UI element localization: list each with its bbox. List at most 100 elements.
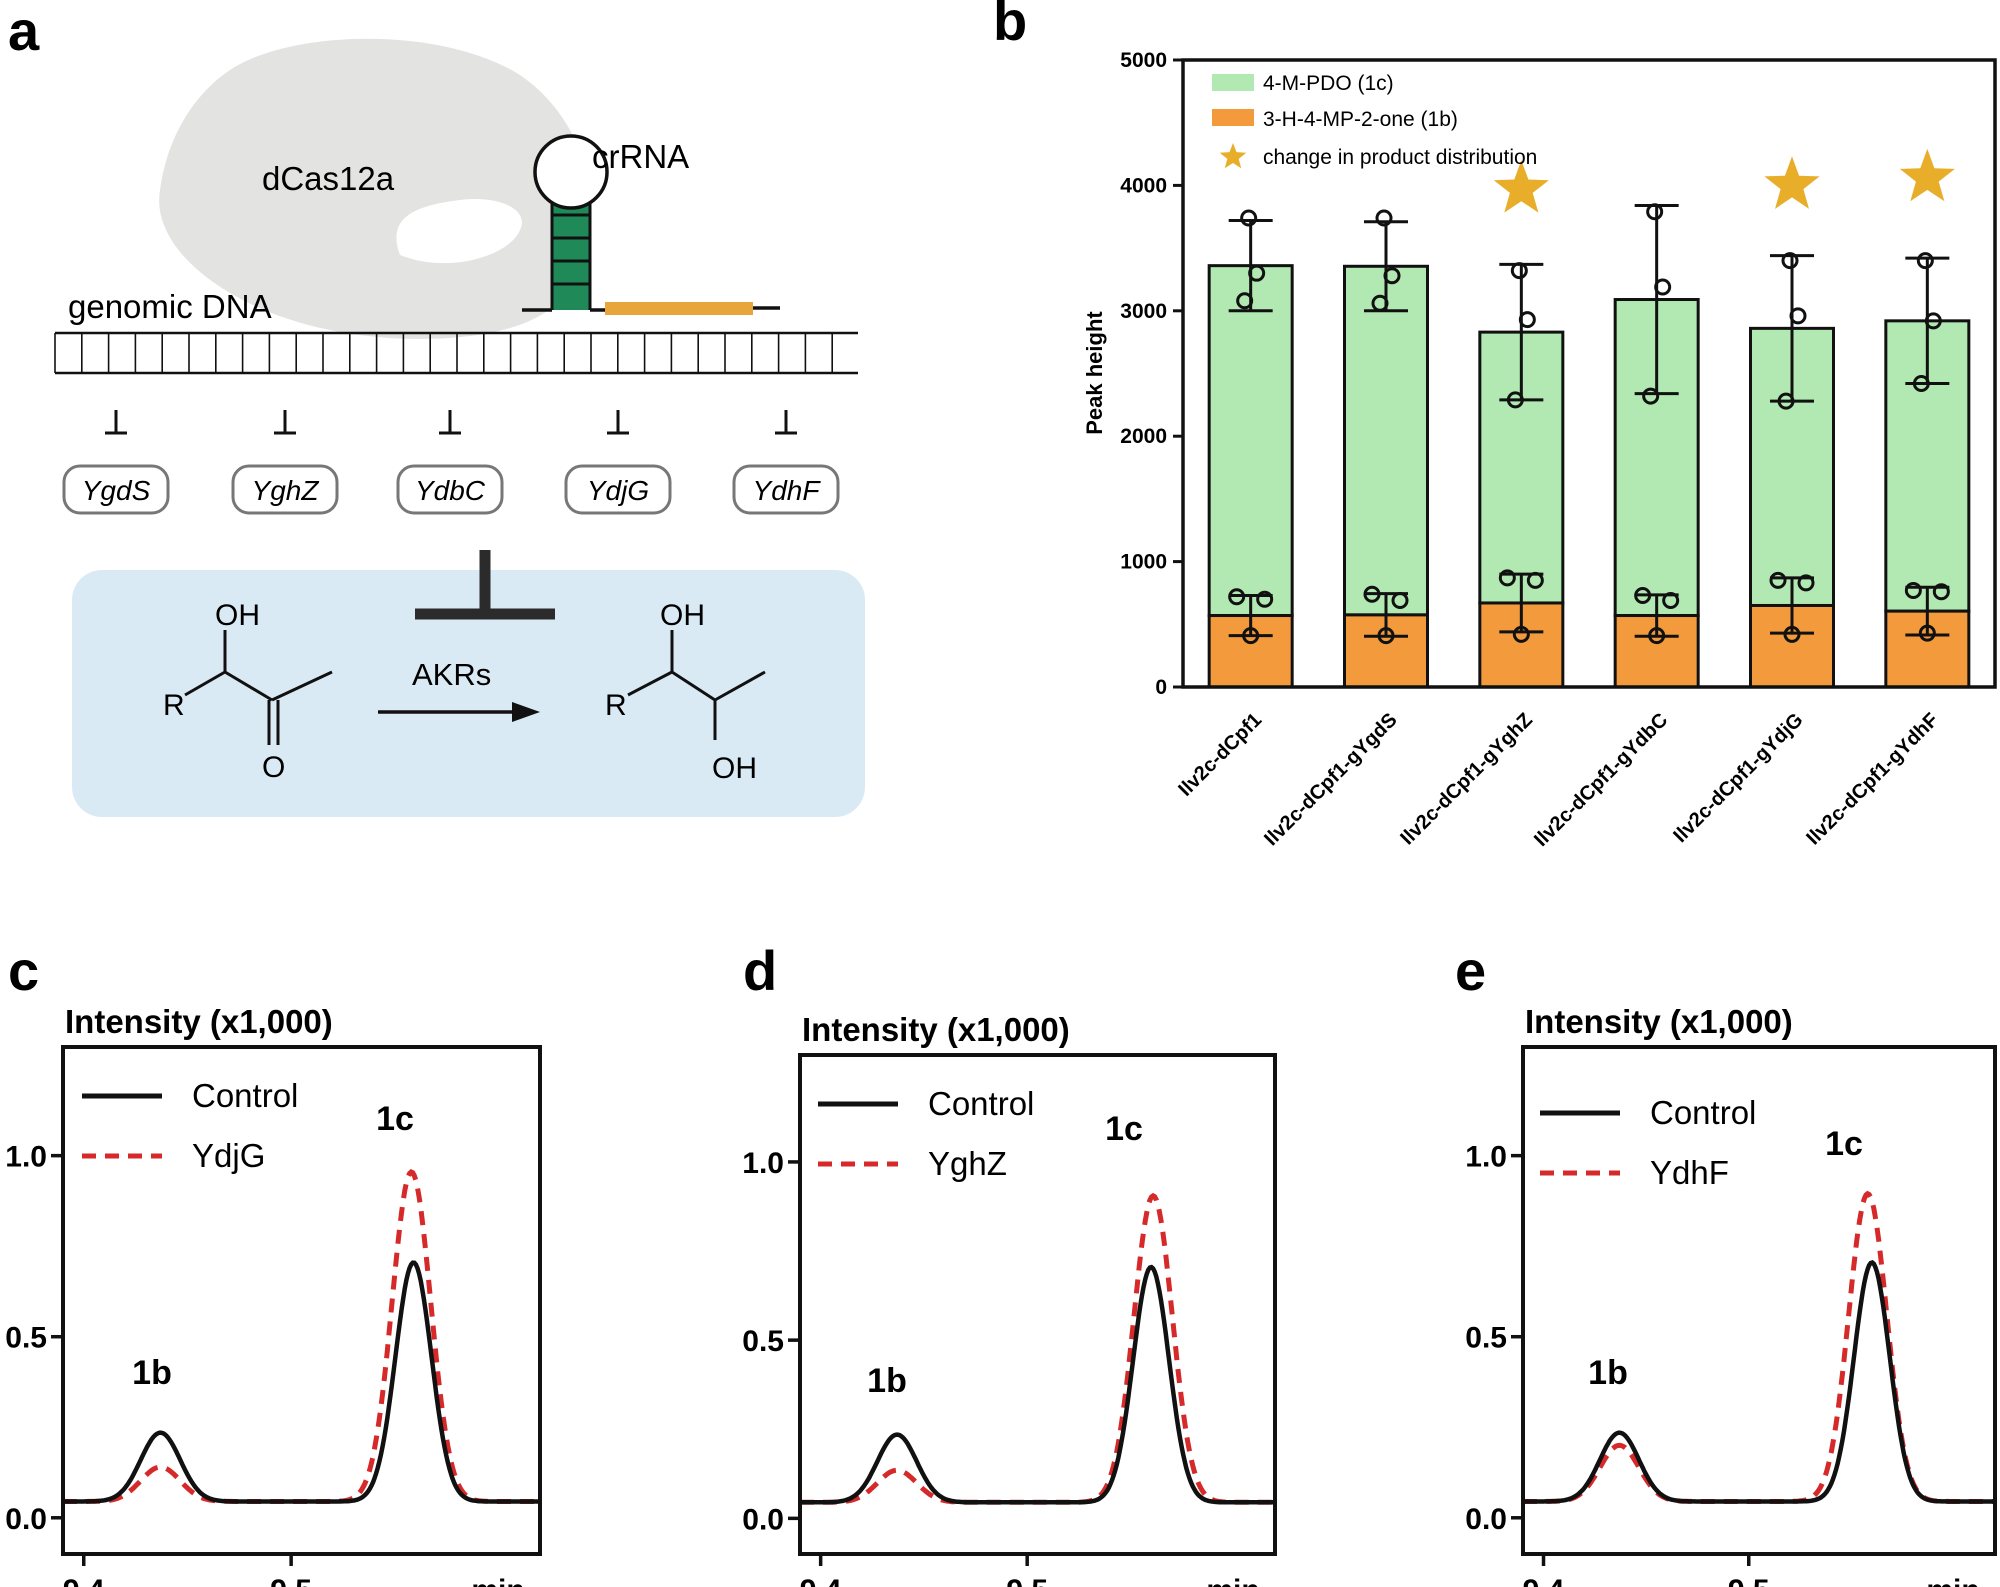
crrna-structure: crRNA xyxy=(522,134,780,315)
gene-label: YghZ xyxy=(252,475,320,506)
reaction-arrow-head xyxy=(512,702,540,722)
legend-label-change: change in product distribution xyxy=(1263,146,1537,169)
y-tick-label: 4000 xyxy=(1120,174,1167,197)
gene-label: YdbC xyxy=(415,475,486,506)
series-line-control xyxy=(1523,1259,1995,1504)
series-line-control xyxy=(800,1264,1275,1505)
data-point-3-h-4-mp-2-one xyxy=(1256,590,1274,608)
data-point-4-m-pdo xyxy=(1383,267,1401,285)
genomic-dna-ladder xyxy=(54,331,858,375)
data-point-4-m-pdo xyxy=(1510,262,1528,280)
legend-swatch-4-m-pdo xyxy=(1212,74,1254,91)
plot-frame xyxy=(798,1053,1277,1556)
data-point-3-h-4-mp-2-one xyxy=(1242,627,1260,645)
x-tick-label: 9.4 xyxy=(1523,1574,1565,1587)
panel-b-label: b xyxy=(993,0,1027,52)
peak-label-1c: 1c xyxy=(376,1100,414,1138)
panel-c: c Intensity (x1,000) 0.0 0.5 1.0 9.4 9.5 min Co… xyxy=(5,939,542,1587)
stacked-bar-chart: Ilv2c-dCpf1Ilv2c-dCpf1-gYgdSIlv2c-dCpf1-… xyxy=(1082,49,1997,851)
x-axis-label: min xyxy=(1206,1574,1259,1587)
y-tick-label: 1.0 xyxy=(1465,1141,1507,1174)
change-star-icon xyxy=(1764,156,1820,209)
pam-target-segment xyxy=(605,302,753,315)
series-line-ydhf xyxy=(1523,1190,1995,1504)
legend-label-control: Control xyxy=(1650,1094,1756,1131)
legend-label-mutant: YghZ xyxy=(928,1145,1007,1182)
data-point-3-h-4-mp-2-one xyxy=(1377,627,1395,645)
panel-b: b Ilv2c-dCpf1Ilv2c-dCpf1-gYgdSIlv2c-dCpf… xyxy=(993,0,1997,851)
data-point-4-m-pdo xyxy=(1912,375,1930,393)
substrate-oh-label: OH xyxy=(215,599,260,632)
data-point-3-h-4-mp-2-one xyxy=(1363,585,1381,603)
genomic-dna-label: genomic DNA xyxy=(68,288,272,325)
gene-label: YgdS xyxy=(82,475,151,506)
gene-box xyxy=(62,464,170,515)
y-tick-label: 1000 xyxy=(1120,551,1167,574)
data-point-4-m-pdo xyxy=(1371,294,1389,312)
panel-a: a dCas12a crRNA genomic DNA YgdS Y xyxy=(8,0,865,817)
data-point-4-m-pdo xyxy=(1240,209,1258,227)
data-point-3-h-4-mp-2-one xyxy=(1526,571,1544,589)
dcas12a-label: dCas12a xyxy=(262,160,395,197)
panel-e-label: e xyxy=(1455,939,1486,1002)
peak-label-1b: 1b xyxy=(867,1362,907,1400)
substrate-r-label: R xyxy=(163,689,185,722)
crrna-loop xyxy=(533,134,609,210)
series-line-ydjg xyxy=(63,1169,540,1504)
data-point-4-m-pdo xyxy=(1506,391,1524,409)
y-axis-label: Peak height xyxy=(1082,311,1107,435)
dcas12a-protein-shape xyxy=(159,38,591,339)
data-point-4-m-pdo xyxy=(1916,252,1934,270)
data-point-3-h-4-mp-2-one xyxy=(1228,588,1246,606)
series-line-control xyxy=(63,1260,540,1504)
bar-3-h-4-mp-2-one xyxy=(1207,614,1294,689)
peak-label-1c: 1c xyxy=(1825,1125,1863,1163)
data-point-3-h-4-mp-2-one xyxy=(1918,624,1936,642)
category-label: Ilv2c-dCpf1 xyxy=(1174,709,1266,801)
x-tick-label: 9.4 xyxy=(63,1574,105,1587)
data-point-3-h-4-mp-2-one xyxy=(1634,586,1652,604)
legend-label-3-h-4-mp-2-one: 3-H-4-MP-2-one (1b) xyxy=(1263,108,1458,131)
gene-label: YdhF xyxy=(753,475,822,506)
y-tick-label: 3000 xyxy=(1120,300,1167,323)
peak-label-1c: 1c xyxy=(1105,1110,1143,1148)
peak-label-1b: 1b xyxy=(1588,1354,1628,1392)
panel-c-label: c xyxy=(8,939,39,1002)
y-tick-label: 1.0 xyxy=(742,1147,784,1180)
product-oh-top-label: OH xyxy=(660,599,705,632)
crrna-rungs xyxy=(552,213,590,286)
x-tick-label: 9.5 xyxy=(1006,1574,1048,1587)
data-point-3-h-4-mp-2-one xyxy=(1769,571,1787,589)
y-tick-label: 0.0 xyxy=(5,1503,47,1536)
plot-frame xyxy=(1521,1045,1997,1556)
legend-label-control: Control xyxy=(928,1085,1034,1122)
data-point-3-h-4-mp-2-one xyxy=(1512,625,1530,643)
data-point-3-h-4-mp-2-one xyxy=(1783,625,1801,643)
y-tick-label: 0.0 xyxy=(742,1503,784,1536)
data-point-4-m-pdo xyxy=(1248,264,1266,282)
data-point-4-m-pdo xyxy=(1654,278,1672,296)
enzyme-label: AKRs xyxy=(412,657,491,692)
y-tick-label: 0.5 xyxy=(742,1325,784,1358)
substrate-o-label: O xyxy=(262,751,285,784)
gene-row: YgdS YghZ YdbC YdjG YdhF xyxy=(62,410,840,515)
series-line-yghz xyxy=(800,1192,1275,1505)
x-tick-label: 9.4 xyxy=(800,1574,842,1587)
data-point-4-m-pdo xyxy=(1375,209,1393,227)
substrate-molecule xyxy=(184,630,333,745)
data-point-4-m-pdo xyxy=(1236,292,1254,310)
product-molecule xyxy=(627,630,766,740)
data-point-4-m-pdo xyxy=(1646,203,1664,221)
data-point-3-h-4-mp-2-one xyxy=(1391,591,1409,609)
chromatogram-d: Intensity (x1,000) 0.0 0.5 1.0 9.4 9.5 min Cont… xyxy=(742,1011,1277,1587)
chart-title: Intensity (x1,000) xyxy=(802,1011,1070,1048)
crrna-stem xyxy=(552,195,590,310)
chromatogram-e: Intensity (x1,000) 0.0 0.5 1.0 9.4 9.5 min Cont… xyxy=(1465,1003,1997,1587)
product-oh-bottom-label: OH xyxy=(712,752,757,785)
x-axis-label: min xyxy=(471,1574,524,1587)
gene-box xyxy=(732,464,840,515)
data-point-3-h-4-mp-2-one xyxy=(1904,581,1922,599)
y-tick-label: 1.0 xyxy=(5,1141,47,1174)
gene-box xyxy=(564,464,672,515)
y-tick-label: 5000 xyxy=(1120,49,1167,72)
